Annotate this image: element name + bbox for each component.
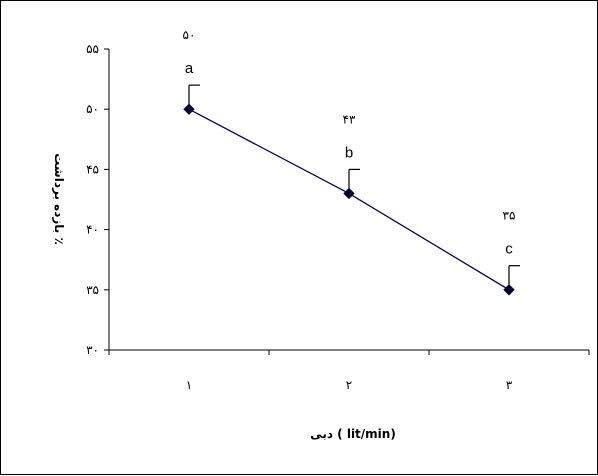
series-line-group — [188, 108, 510, 291]
y-tick-label: ۵۰ — [86, 102, 99, 116]
annotations: ۵۰ a ۴۳ b ۳۵ c — [183, 28, 516, 258]
group-letter-annotation: c — [505, 241, 513, 258]
y-tick-label: ۴۰ — [86, 223, 99, 237]
markers — [183, 103, 515, 296]
group-letter-annotation: a — [185, 60, 194, 77]
value-annotation: ۳۵ — [503, 209, 516, 223]
axes — [108, 49, 589, 351]
y-tick-label: ۴۵ — [86, 162, 99, 176]
y-ticks: ۳۰ ۳۵ ۴۰ ۴۵ ۵۰ ۵۵ — [86, 42, 109, 357]
data-point — [183, 103, 195, 115]
x-ticks: ۱ ۲ ۳ — [108, 350, 590, 392]
y-tick-label: ۵۵ — [86, 42, 99, 56]
y-axis-title: بازده برداشت ٪ — [52, 153, 66, 245]
x-axis-title: دبی ( lit/min) — [310, 427, 396, 441]
value-annotation: ۵۰ — [183, 28, 196, 42]
data-point — [503, 284, 515, 296]
data-point — [343, 187, 355, 200]
y-tick-label: ۳۵ — [86, 283, 99, 297]
series-line — [188, 108, 510, 291]
y-tick-label: ۳۰ — [86, 343, 99, 357]
value-annotation: ۴۳ — [343, 112, 356, 126]
x-tick-label: ۱ — [186, 378, 192, 392]
x-tick-label: ۳ — [506, 378, 513, 392]
group-letter-annotation: b — [345, 144, 353, 161]
x-tick-label: ۲ — [346, 378, 352, 392]
